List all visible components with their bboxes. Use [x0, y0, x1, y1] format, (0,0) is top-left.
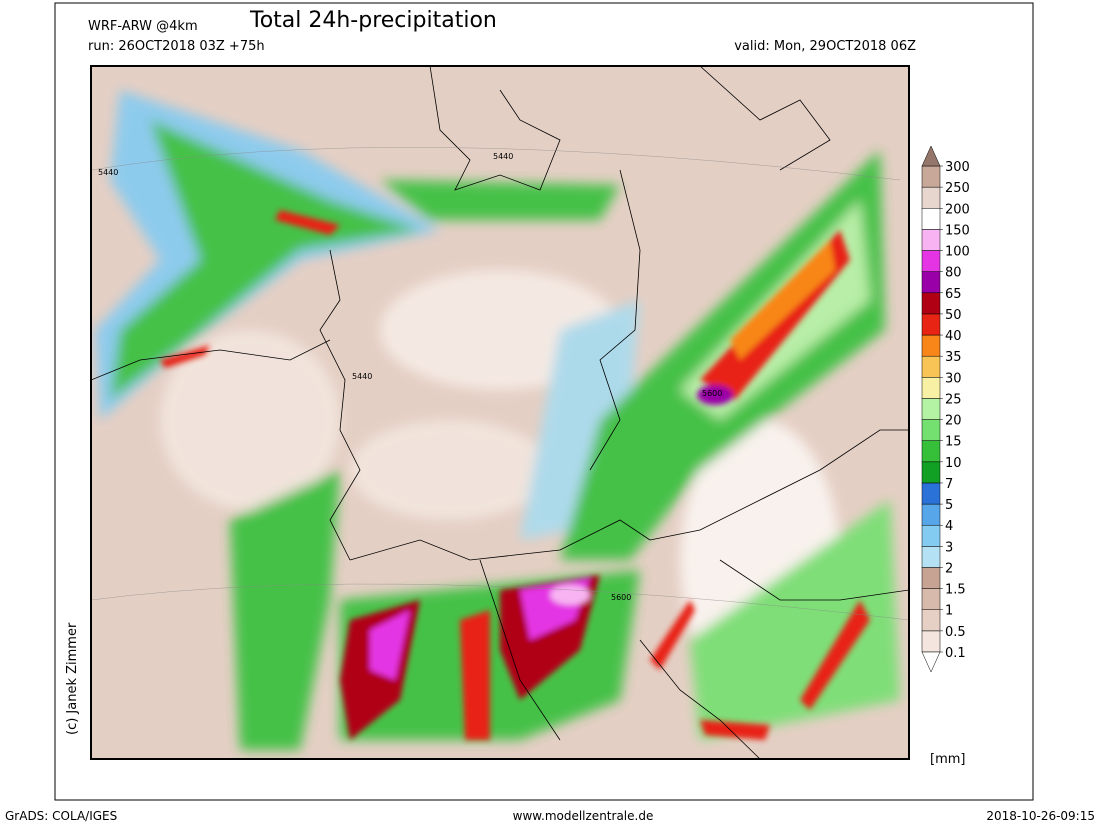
colorbar-band — [921, 482, 941, 505]
colorbar-label: 2 — [945, 561, 953, 576]
colorbar-label: 65 — [945, 287, 962, 302]
colorbar-label: 1 — [945, 604, 953, 619]
colorbar-label: 40 — [945, 329, 962, 344]
contour-label: 5600 — [611, 593, 631, 602]
map-title: Total 24h-precipitation — [249, 8, 497, 33]
colorbar-band — [921, 292, 941, 315]
colorbar-label: 3 — [945, 540, 953, 555]
colorbar-band — [921, 208, 941, 230]
contour-label: 5440 — [352, 372, 372, 381]
colorbar-label: 300 — [945, 160, 970, 175]
colorbar-band — [921, 271, 941, 294]
colorbar-label: 80 — [945, 266, 962, 281]
colorbar-label: 150 — [945, 223, 970, 238]
contour-label: 5440 — [98, 168, 118, 177]
colorbar-band — [921, 503, 941, 526]
colorbar-band — [921, 546, 941, 568]
run-info: run: 26OCT2018 03Z +75h — [88, 39, 265, 54]
colorbar-label: 5 — [945, 498, 953, 513]
colorbar-label: 35 — [945, 350, 962, 365]
footer-left: GrADS: COLA/IGES — [5, 809, 117, 823]
colorbar-band — [921, 313, 941, 336]
colorbar-band — [921, 567, 941, 589]
colorbar-band — [921, 419, 941, 441]
colorbar-band — [921, 165, 941, 188]
colorbar-label: 10 — [945, 456, 962, 471]
colorbar-label: 4 — [945, 519, 953, 534]
colorbar-label: 100 — [945, 245, 970, 260]
colorbar-band — [921, 398, 941, 420]
colorbar-band — [921, 588, 941, 610]
model-name: WRF-ARW @4km — [88, 19, 198, 34]
contour-label: 5440 — [493, 152, 513, 161]
colorbar-band — [921, 377, 941, 399]
colorbar-label: 50 — [945, 308, 962, 323]
map: 5440 5440 5440 5600 5600 — [91, 66, 909, 759]
colorbar-label: 15 — [945, 435, 962, 450]
contour-label: 5600 — [702, 389, 722, 398]
colorbar-band — [921, 250, 941, 272]
colorbar-band — [921, 630, 941, 653]
map-border — [90, 65, 910, 760]
colorbar-label: 30 — [945, 371, 962, 386]
colorbar-label: 0.5 — [945, 625, 966, 640]
colorbar-label: 200 — [945, 202, 970, 217]
colorbar-band — [921, 334, 941, 357]
colorbar-band — [921, 461, 941, 484]
copyright: (c) Janek Zimmer — [65, 622, 80, 735]
colorbar-band — [921, 524, 941, 547]
frame — [54, 2, 1034, 801]
colorbar-end — [921, 145, 941, 167]
footer-center: www.modellzentrale.de — [513, 809, 654, 823]
colorbar-label: 7 — [945, 477, 953, 492]
colorbar-band — [921, 440, 941, 463]
colorbar-label: 20 — [945, 414, 962, 429]
colorbar-end — [921, 651, 941, 673]
colorbar-label: 25 — [945, 392, 962, 407]
colorbar-label: 1.5 — [945, 583, 966, 598]
colorbar: 0.1 0.5 1 1.5 2 3 4 5 7 10 15 20 25 30 35 40 50 65 80 100 15… — [921, 145, 970, 673]
valid-info: valid: Mon, 29OCT2018 06Z — [734, 39, 916, 54]
colorbar-band — [921, 355, 941, 378]
colorbar-band — [921, 186, 941, 209]
footer-right: 2018-10-26-09:15 — [986, 809, 1095, 823]
unit-label: [mm] — [930, 752, 965, 767]
colorbar-band — [921, 229, 941, 251]
colorbar-band — [921, 609, 941, 632]
colorbar-label: 250 — [945, 181, 970, 196]
colorbar-label: 0.1 — [945, 646, 966, 661]
